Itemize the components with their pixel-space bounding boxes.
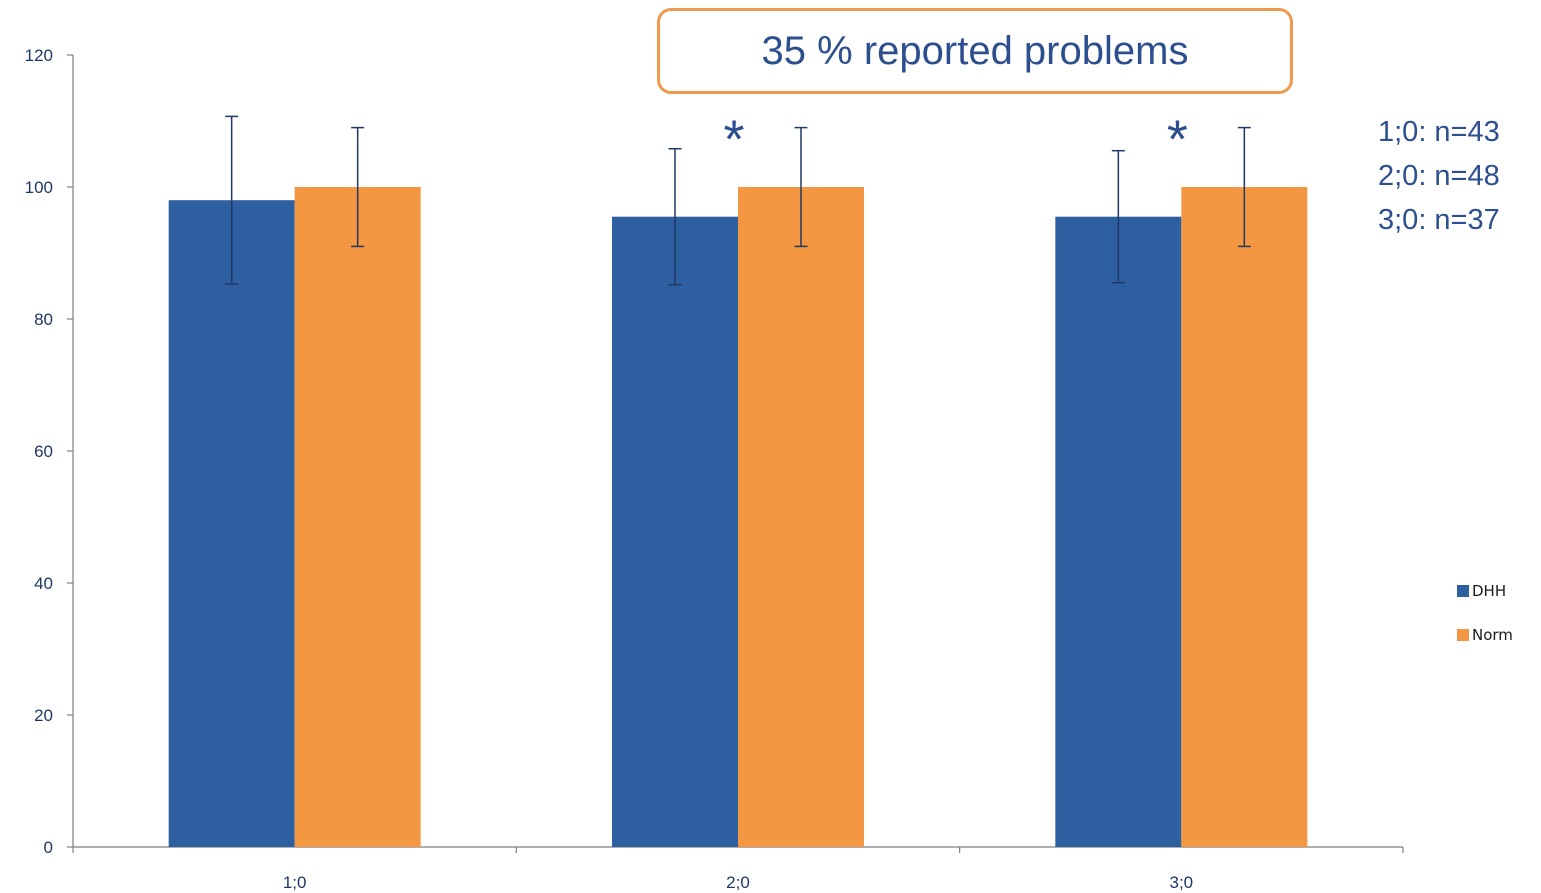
y-tick-label: 80: [34, 310, 53, 329]
legend-item-dhh: DHH: [1457, 580, 1541, 602]
legend-swatch-dhh: [1457, 585, 1469, 597]
y-tick-label: 120: [25, 46, 53, 65]
callout-box: 35 % reported problems: [657, 8, 1293, 94]
legend-label-dhh: DHH: [1472, 582, 1507, 600]
sample-size-2: 2;0: n=48: [1378, 160, 1500, 192]
legend-swatch-norm: [1457, 629, 1469, 641]
sample-sizes: 1;0: n=43 2;0: n=48 3;0: n=37: [1378, 110, 1538, 242]
bars: [168, 187, 1308, 847]
y-tick-label: 40: [34, 574, 53, 593]
y-tick-label: 0: [44, 838, 53, 857]
bar-norm: [738, 187, 864, 847]
x-tick-label: 2;0: [726, 873, 750, 892]
sample-size-3: 3;0: n=37: [1378, 204, 1500, 236]
legend: DHH Norm: [1457, 580, 1541, 668]
y-axis: 0 20 40 60 80 100 120: [25, 46, 74, 857]
bar-dhh: [612, 216, 738, 847]
significance-markers: * *: [723, 110, 1187, 170]
y-tick-label: 60: [34, 442, 53, 461]
x-tick-label: 3;0: [1170, 873, 1194, 892]
legend-item-norm: Norm: [1457, 624, 1541, 646]
legend-label-norm: Norm: [1472, 626, 1513, 644]
error-bars: [225, 115, 1251, 286]
significance-asterisk: *: [1167, 110, 1188, 170]
bar-norm: [294, 187, 421, 847]
y-tick-label: 20: [34, 706, 53, 725]
bar-norm: [1181, 187, 1308, 847]
x-axis: 1;0 2;0 3;0: [72, 846, 1404, 892]
bar-dhh: [168, 200, 295, 847]
sample-size-1: 1;0: n=43: [1378, 116, 1500, 148]
callout-text: 35 % reported problems: [761, 28, 1189, 73]
bar-dhh: [1055, 216, 1182, 847]
x-tick-label: 1;0: [283, 873, 307, 892]
y-tick-label: 100: [25, 178, 53, 197]
significance-asterisk: *: [723, 110, 744, 170]
